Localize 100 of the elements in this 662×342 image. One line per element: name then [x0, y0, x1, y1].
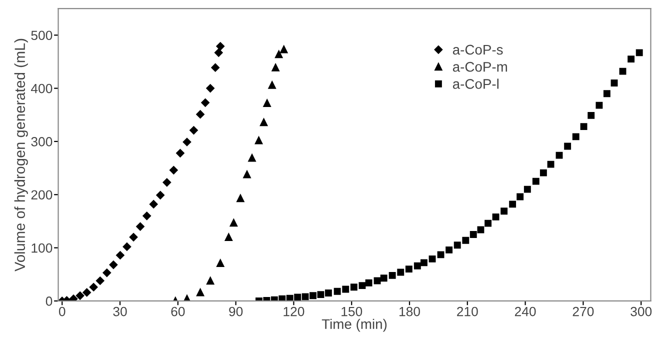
point	[636, 49, 643, 56]
point	[190, 126, 198, 134]
point	[547, 160, 554, 168]
point	[446, 246, 453, 254]
legend-label: a-CoP-l	[452, 78, 498, 89]
point	[564, 142, 572, 150]
point	[278, 295, 286, 301]
point	[556, 152, 563, 159]
point	[365, 279, 372, 286]
point	[437, 251, 444, 258]
point	[136, 222, 144, 231]
point	[236, 194, 244, 202]
y-tick-label: 0	[46, 296, 52, 306]
point	[500, 208, 508, 215]
point	[69, 294, 78, 301]
point	[201, 98, 210, 107]
point	[334, 288, 341, 295]
point	[405, 266, 412, 273]
x-tick-label: 240	[514, 306, 536, 316]
point	[216, 259, 224, 268]
point	[260, 118, 268, 126]
point	[397, 268, 404, 276]
x-tick-label: 120	[284, 306, 304, 316]
point	[156, 191, 164, 200]
point	[454, 242, 461, 249]
point	[509, 200, 516, 208]
point	[380, 274, 388, 282]
point	[248, 154, 256, 162]
point	[294, 294, 302, 301]
point	[540, 169, 547, 176]
point	[588, 112, 595, 119]
point	[350, 284, 358, 291]
point	[580, 123, 588, 130]
y-tick-label: 500	[31, 30, 52, 40]
point	[302, 293, 309, 300]
point	[89, 283, 98, 292]
point	[603, 90, 610, 98]
point	[122, 242, 132, 251]
point	[109, 260, 118, 269]
legend-label: a-CoP-m	[452, 62, 507, 72]
point	[76, 292, 84, 300]
point	[268, 81, 276, 89]
point	[596, 102, 603, 109]
point	[280, 46, 288, 54]
y-tick-label: 300	[31, 137, 52, 146]
point	[374, 277, 381, 284]
x-tick-label: 180	[400, 306, 420, 316]
x-tick-label: 60	[171, 306, 185, 316]
point	[286, 294, 294, 301]
point	[572, 133, 580, 140]
point	[619, 68, 626, 75]
point	[420, 259, 428, 266]
point	[310, 292, 316, 300]
point	[532, 178, 540, 185]
point	[182, 138, 192, 146]
point	[492, 213, 500, 220]
point	[142, 212, 151, 220]
x-axis-title: Time (min)	[322, 318, 387, 332]
legend-label: a-CoP-s	[452, 44, 503, 55]
point	[243, 170, 251, 178]
point	[102, 268, 112, 277]
point	[206, 276, 214, 285]
point	[342, 286, 350, 293]
point	[628, 56, 635, 63]
point	[317, 291, 324, 298]
point	[324, 290, 332, 296]
point	[162, 178, 172, 187]
point	[524, 186, 531, 193]
point	[428, 255, 436, 262]
x-tick-label: 270	[572, 306, 594, 316]
x-tick-label: 0	[58, 306, 66, 316]
point	[96, 276, 104, 285]
point	[82, 288, 91, 297]
point	[254, 136, 263, 144]
point	[610, 80, 618, 86]
point	[263, 99, 271, 108]
point	[116, 251, 124, 260]
y-axis-title: Volume of hydrogen generated (mL)	[14, 38, 28, 272]
point	[414, 262, 421, 270]
point	[149, 200, 158, 208]
point	[224, 233, 232, 241]
x-tick-label: 300	[630, 306, 652, 316]
point	[230, 218, 238, 227]
point	[129, 233, 138, 242]
point	[196, 110, 204, 118]
point	[462, 236, 470, 244]
y-tick-label: 400	[30, 84, 52, 94]
x-tick-label: 30	[113, 306, 127, 316]
point	[196, 288, 204, 296]
point	[388, 272, 396, 279]
x-tick-label: 150	[342, 306, 362, 316]
x-tick-label: 90	[229, 306, 243, 316]
point	[211, 63, 220, 72]
point	[477, 226, 484, 234]
point	[484, 220, 492, 227]
point	[176, 149, 184, 158]
point	[358, 282, 366, 290]
point	[516, 193, 524, 200]
y-tick-label: 200	[31, 190, 52, 200]
point	[275, 50, 283, 58]
